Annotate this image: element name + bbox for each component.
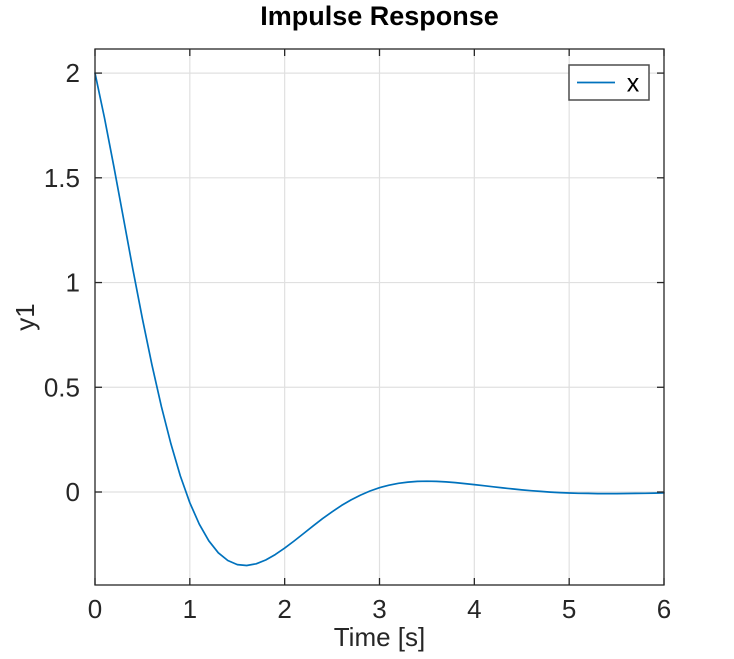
response-curve[interactable] [94,72,665,567]
x-axis-label: Time [s] [334,622,425,652]
y-tick-label: 1 [66,268,80,298]
legend-label[interactable]: x [627,70,640,98]
series-layer [94,72,665,567]
x-tick-label: 0 [88,594,102,624]
x-tick-label: 1 [183,594,197,624]
y-tick-label: 0 [66,477,80,507]
x-tick-label: 6 [657,594,671,624]
x-tick-label: 3 [372,594,386,624]
y-tick-label: 0.5 [44,372,80,402]
ticklabel-layer: 0 1 2 3 4 5 6 0 0.5 1 1.5 2 [44,58,671,624]
x-tick-label: 4 [467,594,481,624]
grid-layer [95,49,664,585]
y-tick-label: 2 [66,58,80,88]
x-tick-label: 2 [277,594,291,624]
y-axis-label: y1 [10,303,40,330]
legend[interactable]: x [568,64,650,101]
y-tick-label: 1.5 [44,163,80,193]
chart-title: Impulse Response [260,1,499,31]
x-tick-label: 5 [562,594,576,624]
axes-layer [94,48,665,586]
